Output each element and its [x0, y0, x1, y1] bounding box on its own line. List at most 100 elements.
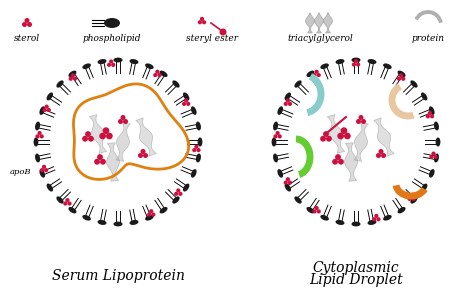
Ellipse shape [183, 184, 190, 192]
Ellipse shape [46, 184, 53, 192]
Ellipse shape [34, 138, 38, 146]
Ellipse shape [367, 220, 376, 225]
Ellipse shape [284, 184, 291, 192]
Circle shape [42, 165, 46, 169]
Ellipse shape [320, 63, 329, 69]
Circle shape [44, 168, 48, 172]
Text: apoB: apoB [10, 168, 31, 176]
Circle shape [374, 214, 378, 218]
Text: phospholipid: phospholipid [83, 34, 141, 43]
Circle shape [109, 59, 113, 64]
Ellipse shape [436, 138, 440, 146]
Circle shape [312, 73, 317, 77]
Circle shape [356, 63, 360, 67]
Circle shape [100, 159, 106, 165]
Ellipse shape [196, 153, 201, 163]
Circle shape [431, 152, 436, 156]
Text: steryl ester: steryl ester [186, 34, 238, 43]
Circle shape [202, 20, 206, 24]
Ellipse shape [398, 70, 406, 77]
Circle shape [429, 155, 434, 159]
Polygon shape [89, 115, 107, 153]
Circle shape [153, 73, 157, 77]
Ellipse shape [98, 220, 107, 225]
Ellipse shape [56, 196, 64, 204]
Circle shape [410, 193, 414, 198]
Circle shape [82, 136, 88, 142]
Polygon shape [345, 143, 357, 181]
Circle shape [315, 206, 319, 210]
Circle shape [430, 114, 434, 118]
Ellipse shape [294, 196, 301, 204]
Circle shape [192, 148, 196, 152]
Ellipse shape [145, 63, 154, 69]
Circle shape [37, 131, 42, 135]
Circle shape [317, 73, 321, 77]
Circle shape [286, 177, 290, 181]
Circle shape [397, 77, 401, 81]
Circle shape [46, 108, 51, 112]
Ellipse shape [56, 81, 64, 88]
Polygon shape [116, 123, 130, 161]
Circle shape [178, 192, 182, 196]
Circle shape [266, 52, 446, 231]
Text: Lipid Droplet: Lipid Droplet [309, 273, 403, 287]
Circle shape [174, 192, 178, 196]
Ellipse shape [351, 58, 361, 63]
Circle shape [120, 115, 126, 120]
Ellipse shape [196, 121, 201, 131]
Circle shape [283, 181, 288, 185]
Ellipse shape [284, 92, 291, 100]
Circle shape [73, 77, 77, 81]
Ellipse shape [35, 153, 40, 163]
Circle shape [198, 20, 202, 24]
Circle shape [22, 22, 27, 27]
Ellipse shape [336, 220, 345, 225]
Circle shape [315, 70, 319, 74]
Circle shape [376, 217, 381, 221]
Text: Serum Lipoprotein: Serum Lipoprotein [52, 269, 184, 283]
Ellipse shape [68, 70, 76, 77]
Ellipse shape [434, 153, 439, 163]
Circle shape [88, 136, 94, 142]
Circle shape [312, 209, 317, 214]
Ellipse shape [198, 138, 202, 146]
Ellipse shape [429, 106, 435, 115]
Circle shape [138, 153, 143, 158]
Circle shape [219, 28, 227, 35]
Circle shape [376, 153, 381, 158]
Circle shape [97, 154, 103, 160]
Ellipse shape [429, 169, 435, 178]
Ellipse shape [306, 70, 314, 77]
Circle shape [43, 108, 46, 112]
Polygon shape [107, 143, 119, 181]
Polygon shape [327, 115, 345, 153]
Ellipse shape [39, 169, 45, 178]
Ellipse shape [410, 81, 418, 88]
Circle shape [71, 73, 75, 77]
Text: protein: protein [411, 34, 445, 43]
Circle shape [434, 155, 438, 159]
Circle shape [184, 99, 188, 103]
Circle shape [408, 197, 411, 201]
Ellipse shape [421, 92, 428, 100]
Circle shape [27, 22, 32, 27]
Ellipse shape [191, 106, 197, 115]
Circle shape [40, 168, 44, 172]
Circle shape [118, 119, 123, 124]
Ellipse shape [398, 207, 406, 214]
Circle shape [151, 213, 155, 217]
Circle shape [323, 131, 329, 137]
Ellipse shape [82, 63, 91, 69]
Circle shape [196, 148, 201, 152]
Circle shape [123, 119, 128, 124]
Polygon shape [306, 13, 314, 33]
Polygon shape [374, 118, 394, 156]
Circle shape [428, 111, 432, 115]
Circle shape [28, 52, 208, 231]
Circle shape [36, 134, 40, 138]
Ellipse shape [306, 207, 314, 214]
Ellipse shape [320, 215, 329, 221]
Circle shape [63, 201, 67, 206]
Ellipse shape [160, 207, 168, 214]
